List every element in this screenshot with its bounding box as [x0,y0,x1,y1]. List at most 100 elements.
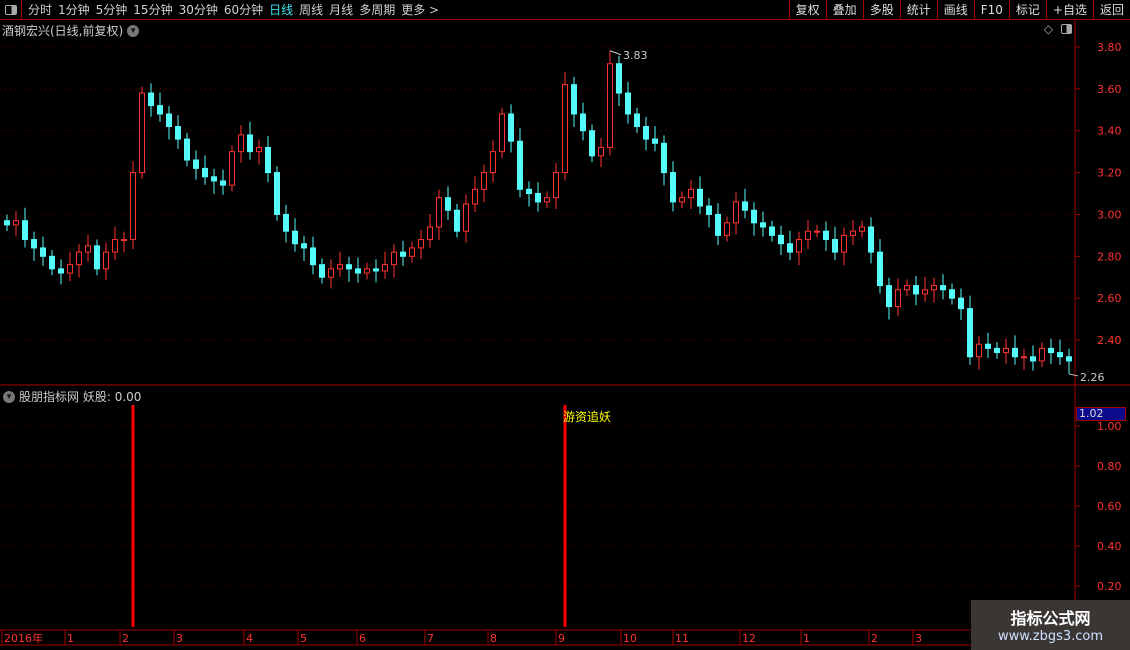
time-axis-label: 8 [490,632,497,645]
price-tick-label: 2.40 [1097,334,1122,347]
candle-down [265,146,271,174]
main-chart-title: 酒钢宏兴(日线,前复权) ▾ [2,22,140,39]
candle-up [472,188,478,205]
candle-down [616,63,622,94]
candle-up [679,197,685,203]
candle-down [301,243,307,249]
period-tab[interactable]: 分时 [28,3,53,17]
toolbar-button[interactable]: F10 [973,0,1009,20]
period-tab[interactable]: 日线 [269,3,294,17]
candle-up [562,84,568,174]
candle-down [823,230,829,241]
toolbar-button[interactable]: 多股 [862,0,900,20]
indicator-tick-label: 0.40 [1097,540,1122,553]
period-tab[interactable]: 60分钟 [223,3,264,17]
candle-down [157,105,163,115]
candle-down [373,268,379,272]
price-tick-label: 3.80 [1097,41,1122,54]
toolbar-button[interactable]: 标记 [1008,0,1046,20]
layout-toggle-button[interactable] [0,0,22,20]
candle-up [1003,347,1009,354]
candle-down [751,209,757,224]
chevron-down-icon[interactable]: ▾ [127,24,140,37]
indicator-tick-label: 0.20 [1097,580,1122,593]
candle-down [760,222,766,228]
toolbar-buttons: 复权 叠加 多股 统计 画线 F10 标记 +自选 返回 [788,0,1130,20]
time-axis-label: 2 [122,632,129,645]
high-price-label: 3.83 [623,49,648,62]
panel-icon[interactable] [1061,24,1072,34]
candle-up [436,197,442,228]
candle-down [274,172,280,215]
candle-down [94,245,100,270]
period-tab[interactable]: 5分钟 [95,3,128,17]
price-tick-label: 3.60 [1097,83,1122,96]
time-axis-label: 11 [675,632,689,645]
candle-up [859,226,865,232]
toolbar-button[interactable]: 统计 [899,0,937,20]
candle-down [355,268,361,274]
toolbar-button[interactable]: 叠加 [825,0,863,20]
candle-down [994,347,1000,354]
candle-down [742,201,748,211]
candle-up [976,343,982,358]
candle-down [1057,352,1063,358]
candle-up [481,172,487,190]
toolbar-button[interactable]: 复权 [788,0,826,20]
time-axis-label: 2 [871,632,878,645]
candle-up [1039,347,1045,362]
candle-up [724,222,730,236]
chart-icons: ◇ [1044,22,1072,36]
candle-down [346,264,352,270]
period-tab[interactable]: 1分钟 [58,3,90,17]
signal-label: 游资追妖 [563,410,612,424]
candle-down [1012,347,1018,358]
candle-up [850,230,856,236]
chevron-down-icon[interactable]: ▾ [3,390,15,403]
candle-up [337,264,343,270]
candle-up [427,226,433,241]
candle-up [229,151,235,186]
candle-down [535,193,541,203]
candle-up [85,245,91,253]
period-tab[interactable]: 15分钟 [133,3,173,17]
candle-down [571,84,577,115]
indicator-value: 妖股: 0.00 [82,390,142,404]
current-value-box: 1.02 [1076,407,1126,421]
candle-down [310,247,316,266]
diamond-icon[interactable]: ◇ [1043,22,1053,36]
candle-up [103,251,109,270]
toolbar-button[interactable]: 画线 [936,0,974,20]
candle-up [490,151,496,174]
low-price-label: 2.26 [1080,371,1105,384]
candle-down [868,226,874,253]
candle-down [400,251,406,257]
candle-down [625,92,631,115]
period-tab[interactable]: 月线 [329,3,354,17]
candle-down [283,213,289,232]
candle-up [895,289,901,308]
price-tick-label: 2.60 [1097,292,1122,305]
price-tick-label: 3.20 [1097,167,1122,180]
period-tab[interactable]: 30分钟 [178,3,218,17]
toolbar-button[interactable]: 返回 [1092,0,1130,20]
period-tab[interactable]: 周线 [299,3,324,17]
candle-down [292,230,298,245]
toolbar-button[interactable]: +自选 [1045,0,1093,20]
period-tab[interactable]: 多周期 [359,3,396,17]
candle-down [22,220,28,241]
candle-down [175,126,181,140]
candle-down [49,255,55,270]
candle-down [652,138,658,144]
candle-down [1048,347,1054,354]
time-axis-label: 2016年 [4,631,43,645]
candle-down [958,297,964,310]
candle-down [1030,356,1036,362]
candle-down [697,188,703,207]
candle-down [949,289,955,299]
period-tab[interactable]: 更多 > [401,3,440,17]
price-tick-label: 2.80 [1097,250,1122,263]
time-axis-label: 12 [742,632,756,645]
panel-icon [4,4,17,15]
